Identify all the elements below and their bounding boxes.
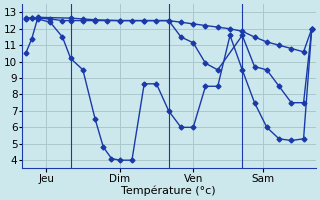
X-axis label: Température (°c): Température (°c) <box>121 185 216 196</box>
